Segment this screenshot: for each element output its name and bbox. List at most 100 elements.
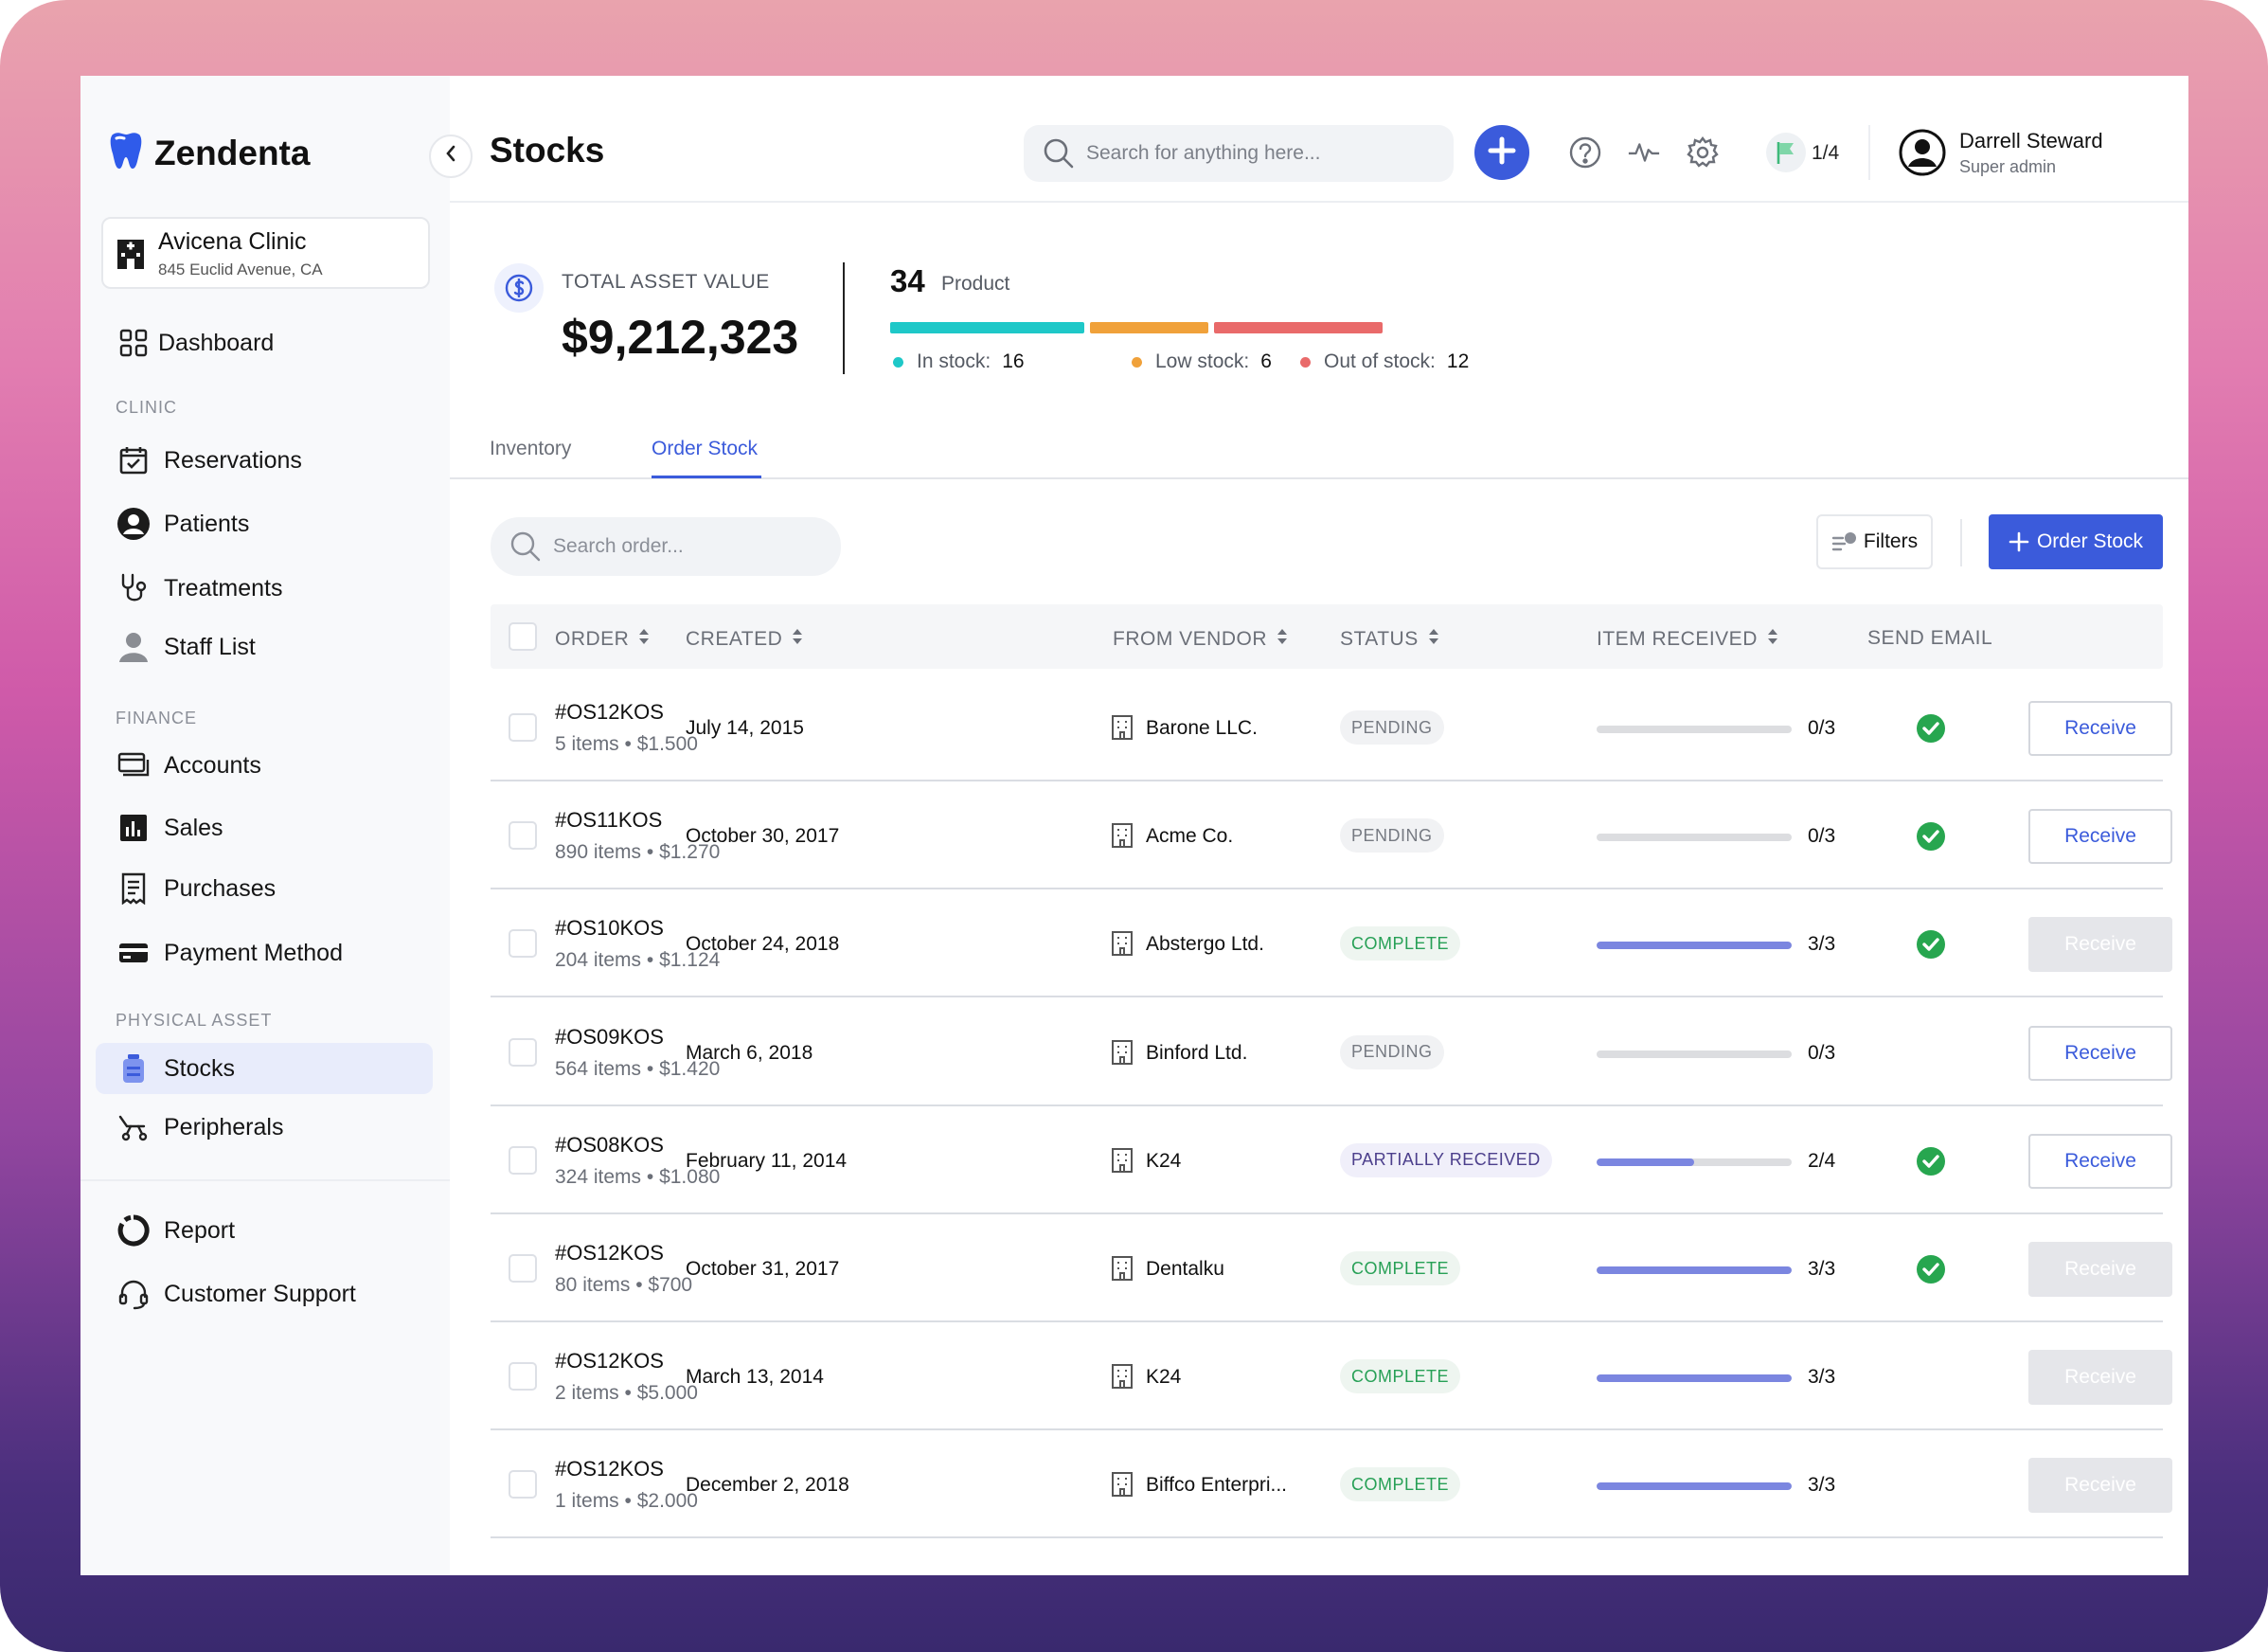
global-search-input[interactable]: Search for anything here...: [1024, 125, 1454, 182]
received-progress-fill: [1597, 1266, 1792, 1274]
sidebar-item-stocks[interactable]: Stocks: [96, 1043, 433, 1094]
receive-button[interactable]: Receive: [2028, 1133, 2172, 1189]
created-date: December 2, 2018: [686, 1474, 849, 1497]
clinic-selector[interactable]: Avicena Clinic 845 Euclid Avenue, CA: [101, 217, 430, 289]
order-meta: 324 items • $1.080: [555, 1165, 721, 1188]
collapse-sidebar-button[interactable]: [429, 135, 473, 178]
table-row[interactable]: #OS10KOS 204 items • $1.124 October 24, 20…: [491, 889, 2172, 998]
sidebar-item-peripherals[interactable]: Peripherals: [96, 1102, 433, 1153]
email-sent-check-icon: [1916, 1146, 1946, 1181]
order-id[interactable]: #OS10KOS: [555, 916, 664, 941]
table-row[interactable]: #OS12KOS 5 items • $1.500 July 14, 2015 Bar…: [491, 673, 2172, 781]
sidebar-label: Sales: [164, 814, 223, 841]
report-icon: [116, 1213, 151, 1248]
column-status[interactable]: STATUS: [1340, 627, 1439, 652]
row-checkbox[interactable]: [509, 1145, 537, 1175]
status-badge: PENDING: [1340, 1034, 1444, 1069]
chevron-left-icon: [444, 143, 457, 170]
email-sent-check-icon: [1916, 713, 1946, 748]
settings-icon[interactable]: [1686, 135, 1720, 170]
activity-icon[interactable]: [1627, 135, 1661, 170]
column-from-vendor[interactable]: FROM VENDOR: [1113, 627, 1288, 652]
email-sent-check-icon: [1916, 929, 1946, 964]
page-title: Stocks: [490, 131, 605, 170]
avatar[interactable]: [1899, 129, 1946, 176]
receive-button[interactable]: Receive: [2028, 809, 2172, 865]
status-badge: COMPLETE: [1340, 926, 1461, 961]
out-of-stock-value: 12: [1446, 350, 1470, 372]
items-received: 3/3: [1808, 933, 1836, 956]
credit-card-icon: [116, 936, 151, 970]
user-role: Super admin: [1959, 157, 2057, 176]
sidebar-item-reservations[interactable]: Reservations: [96, 435, 433, 486]
sidebar-item-customer-support[interactable]: Customer Support: [96, 1268, 433, 1320]
created-date: February 11, 2014: [686, 1149, 848, 1172]
dollar-icon: [494, 263, 544, 313]
sidebar-item-treatments[interactable]: Treatments: [96, 563, 433, 614]
order-id[interactable]: #OS12KOS: [555, 1241, 664, 1265]
sidebar-label: Peripherals: [164, 1113, 284, 1140]
filters-button[interactable]: Filters: [1816, 514, 1933, 569]
building-icon: [1111, 1039, 1134, 1070]
select-all-checkbox[interactable]: [509, 622, 537, 651]
status-badge: COMPLETE: [1340, 1467, 1461, 1502]
sidebar-item-patients[interactable]: Patients: [96, 498, 433, 549]
row-checkbox[interactable]: [509, 1037, 537, 1067]
table-row[interactable]: #OS11KOS 890 items • $1.270 October 30, 20…: [491, 781, 2172, 890]
flag-icon[interactable]: [1766, 133, 1806, 172]
order-search-input[interactable]: Search order...: [491, 517, 841, 576]
order-id[interactable]: #OS09KOS: [555, 1024, 664, 1049]
order-id[interactable]: #OS12KOS: [555, 1349, 664, 1374]
receive-button[interactable]: Receive: [2028, 1025, 2172, 1081]
receipt-icon: [116, 871, 151, 906]
sidebar-item-staff-list[interactable]: Staff List: [96, 621, 433, 673]
order-id[interactable]: #OS12KOS: [555, 1457, 664, 1481]
table-row[interactable]: #OS08KOS 324 items • $1.080 February 11, 2…: [491, 1106, 2172, 1214]
row-checkbox[interactable]: [509, 713, 537, 742]
table-row[interactable]: #OS12KOS 1 items • $2.000 December 2, 2018…: [491, 1430, 2172, 1539]
column-label: ORDER: [555, 628, 630, 650]
receive-button: Receive: [2028, 1458, 2172, 1514]
sidebar-label: Customer Support: [164, 1280, 356, 1307]
add-button[interactable]: [1474, 125, 1529, 180]
table-row[interactable]: #OS09KOS 564 items • $1.420 March 6, 2018 B…: [491, 998, 2172, 1106]
help-icon[interactable]: [1568, 135, 1602, 170]
filters-label: Filters: [1863, 530, 1919, 552]
row-checkbox[interactable]: [509, 821, 537, 851]
order-id[interactable]: #OS08KOS: [555, 1132, 664, 1157]
receive-button[interactable]: Receive: [2028, 701, 2172, 756]
tab-inventory[interactable]: Inventory: [490, 438, 572, 459]
header-divider: [1868, 125, 1870, 180]
sidebar-item-report[interactable]: Report: [96, 1205, 433, 1256]
sidebar-item-payment-method[interactable]: Payment Method: [96, 927, 433, 979]
in-stock-label: In stock:: [917, 350, 991, 372]
sidebar-item-accounts[interactable]: Accounts: [96, 740, 433, 791]
tab-order-stock[interactable]: Order Stock: [652, 438, 759, 459]
table-row[interactable]: #OS12KOS 2 items • $5.000 March 13, 2014 K2…: [491, 1322, 2172, 1431]
column-created[interactable]: CREATED: [686, 627, 803, 652]
items-received: 2/4: [1808, 1149, 1836, 1172]
row-checkbox[interactable]: [509, 1470, 537, 1499]
legend-low-stock: Low stock: 6: [1132, 350, 1272, 373]
row-checkbox[interactable]: [509, 929, 537, 959]
column-order[interactable]: ORDER: [555, 627, 650, 652]
row-checkbox[interactable]: [509, 1254, 537, 1283]
sidebar-item-purchases[interactable]: Purchases: [96, 863, 433, 914]
items-received: 3/3: [1808, 1258, 1836, 1280]
table-row[interactable]: #OS12KOS 80 items • $700 October 31, 2017 D…: [491, 1214, 2172, 1322]
column-label: FROM VENDOR: [1113, 628, 1267, 650]
row-checkbox[interactable]: [509, 1362, 537, 1392]
logo[interactable]: Zendenta: [109, 131, 310, 175]
column-item-received[interactable]: ITEM RECEIVED: [1597, 627, 1778, 652]
low-stock-label: Low stock:: [1155, 350, 1250, 372]
sidebar-item-sales[interactable]: Sales: [96, 802, 433, 853]
column-label: STATUS: [1340, 628, 1419, 650]
sidebar-label: Treatments: [164, 574, 283, 602]
sidebar-item-dashboard[interactable]: Dashboard: [96, 317, 433, 368]
order-id[interactable]: #OS11KOS: [555, 808, 663, 833]
order-stock-button[interactable]: Order Stock: [1989, 514, 2163, 569]
search-icon: [509, 530, 542, 563]
order-id[interactable]: #OS12KOS: [555, 700, 664, 724]
vendor-name: Dentalku: [1146, 1258, 1224, 1280]
